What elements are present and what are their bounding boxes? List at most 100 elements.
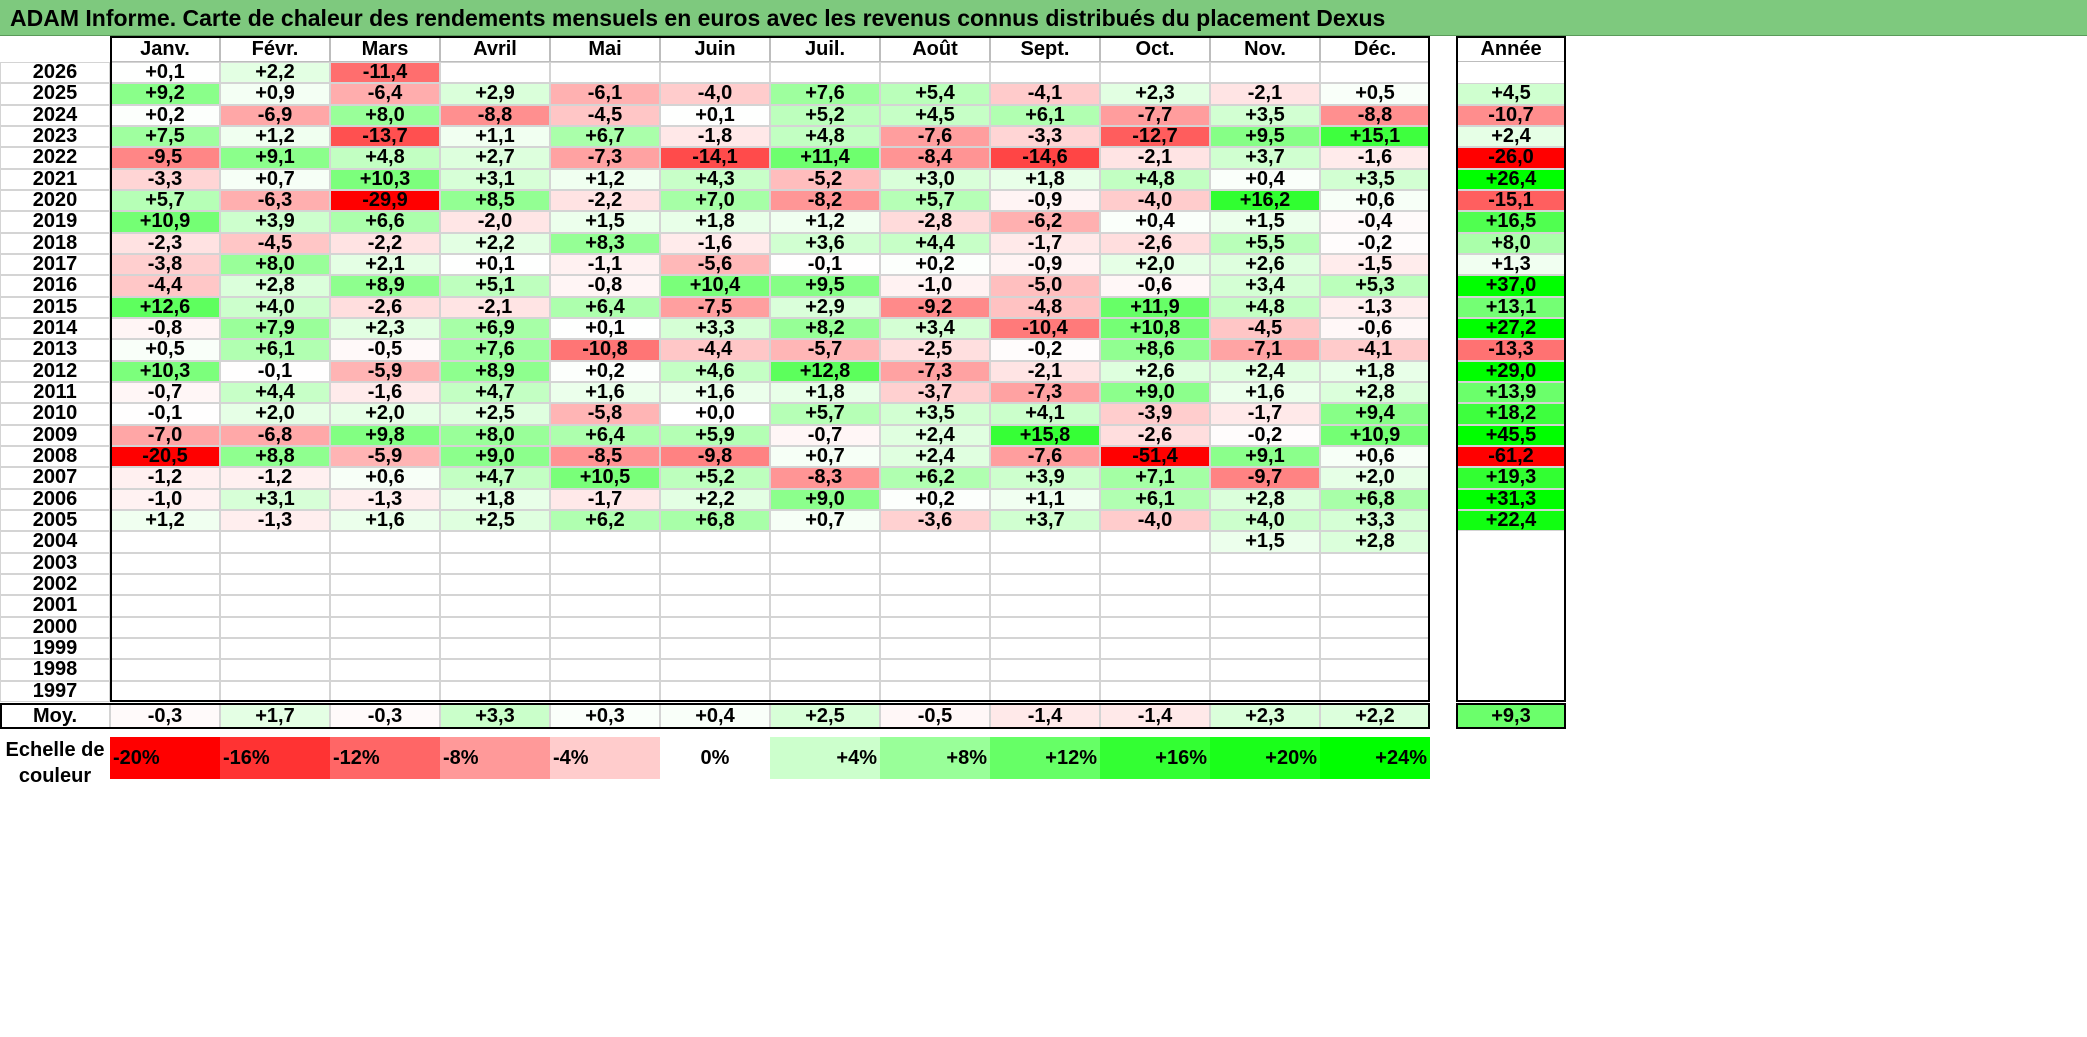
color-scale-label-line2: couleur <box>18 765 92 787</box>
heatmap-cell: +8,0 <box>440 424 550 446</box>
heatmap-cell: +4,5 <box>880 104 990 126</box>
heatmap-cell: +1,2 <box>220 125 330 148</box>
color-scale-stop: +24% <box>1320 737 1430 779</box>
heatmap-cell: +2,2 <box>660 488 770 510</box>
average-row-label: Moy. <box>0 703 110 729</box>
heatmap-cell: +1,6 <box>660 381 770 404</box>
heatmap-cell <box>1210 637 1320 660</box>
heatmap-cell: -2,1 <box>990 360 1100 382</box>
annual-cell: -10,7 <box>1456 104 1566 126</box>
heatmap-cell: +6,8 <box>660 509 770 532</box>
heatmap-cell <box>110 595 220 617</box>
heatmap-cell: -0,2 <box>1320 232 1430 254</box>
row-year-label: 2014 <box>0 317 110 340</box>
heatmap-cell <box>1210 595 1320 617</box>
heatmap-cell: +0,4 <box>1210 168 1320 190</box>
heatmap-cell: +4,8 <box>770 125 880 148</box>
heatmap-cell: +9,4 <box>1320 403 1430 425</box>
heatmap-cell: -1,0 <box>110 488 220 510</box>
heatmap-cell <box>440 680 550 702</box>
color-scale-label: Echelle de couleur <box>0 737 110 787</box>
heatmap-cell: -20,5 <box>110 445 220 468</box>
heatmap-cell: +6,4 <box>550 296 660 318</box>
color-scale-stop: -16% <box>220 737 330 779</box>
heatmap-cell <box>660 531 770 553</box>
heatmap-cell: +4,7 <box>440 467 550 489</box>
heatmap-cell: +2,6 <box>1100 360 1210 382</box>
heatmap-cell: -0,9 <box>990 253 1100 276</box>
heatmap-cell: -0,5 <box>330 339 440 361</box>
annual-cell: +27,2 <box>1456 317 1566 340</box>
heatmap-cell <box>440 616 550 638</box>
heatmap-cell: -1,3 <box>220 509 330 532</box>
heatmap-cell: +4,8 <box>330 147 440 169</box>
heatmap-cell: +3,1 <box>440 168 550 190</box>
heatmap-cell: +3,4 <box>1210 275 1320 297</box>
heatmap-cell: +8,9 <box>440 360 550 382</box>
heatmap-cell: +4,4 <box>220 381 330 404</box>
heatmap-cell <box>770 595 880 617</box>
annual-cell: +22,4 <box>1456 509 1566 532</box>
heatmap-cell: +1,1 <box>990 488 1100 510</box>
heatmap-cell: +2,5 <box>440 509 550 532</box>
heatmap-cell: +2,8 <box>1320 531 1430 553</box>
heatmap-cell: -4,0 <box>660 83 770 105</box>
average-cell: -1,4 <box>1100 703 1210 729</box>
heatmap-cell: -0,1 <box>110 403 220 425</box>
heatmap-cell: +0,6 <box>330 467 440 489</box>
heatmap-cell: +4,1 <box>990 403 1100 425</box>
heatmap-cell: -4,1 <box>990 83 1100 105</box>
row-year-label: 2011 <box>0 381 110 404</box>
column-header-3: Mars <box>330 36 440 62</box>
heatmap-cell <box>770 616 880 638</box>
color-scale-stop: -20% <box>110 737 220 779</box>
heatmap-cell <box>880 616 990 638</box>
heatmap-cell <box>1100 659 1210 681</box>
row-year-label: 2022 <box>0 147 110 169</box>
heatmap-cell: +9,1 <box>1210 445 1320 468</box>
heatmap-cell: +1,2 <box>550 168 660 190</box>
heatmap-cell: -1,0 <box>880 275 990 297</box>
column-header-5: Mai <box>550 36 660 62</box>
row-year-label: 1997 <box>0 680 110 702</box>
annual-cell: +2,4 <box>1456 125 1566 148</box>
heatmap-cell: -0,8 <box>110 317 220 340</box>
heatmap-cell: +2,8 <box>1320 381 1430 404</box>
heatmap-cell: +6,2 <box>550 509 660 532</box>
heatmap-cell: +0,7 <box>770 445 880 468</box>
row-year-label: 2016 <box>0 275 110 297</box>
heatmap-cell <box>550 616 660 638</box>
heatmap-cell <box>1210 659 1320 681</box>
heatmap-cell: +2,9 <box>440 83 550 105</box>
heatmap-cell <box>330 552 440 574</box>
row-year-label: 2017 <box>0 253 110 276</box>
row-year-label: 2023 <box>0 125 110 148</box>
heatmap-cell <box>990 616 1100 638</box>
heatmap-cell: +3,3 <box>1320 509 1430 532</box>
heatmap-cell: -3,8 <box>110 253 220 276</box>
heatmap-cell: -2,2 <box>330 232 440 254</box>
heatmap-cell: +6,4 <box>550 424 660 446</box>
heatmap-cell: -8,4 <box>880 147 990 169</box>
heatmap-cell: +5,9 <box>660 424 770 446</box>
heatmap-cell: -0,6 <box>1100 275 1210 297</box>
heatmap-cell: +4,8 <box>1100 168 1210 190</box>
annual-cell: -26,0 <box>1456 147 1566 169</box>
heatmap-cell: -10,4 <box>990 317 1100 340</box>
annual-cell: +8,0 <box>1456 232 1566 254</box>
heatmap-cell: +3,4 <box>880 317 990 340</box>
heatmap-cell: +6,6 <box>330 211 440 233</box>
heatmap-cell: +1,5 <box>1210 531 1320 553</box>
heatmap-cell: +2,0 <box>220 403 330 425</box>
annual-cell-empty <box>1456 552 1566 574</box>
row-year-label: 2002 <box>0 573 110 596</box>
heatmap-cell <box>880 552 990 574</box>
average-annual-cell: +9,3 <box>1456 703 1566 729</box>
heatmap-cell: -2,6 <box>1100 232 1210 254</box>
heatmap-cell <box>880 659 990 681</box>
heatmap-cell: +5,7 <box>110 189 220 212</box>
heatmap-cell <box>880 637 990 660</box>
heatmap-cell: +15,1 <box>1320 125 1430 148</box>
annual-cell: +1,3 <box>1456 253 1566 276</box>
